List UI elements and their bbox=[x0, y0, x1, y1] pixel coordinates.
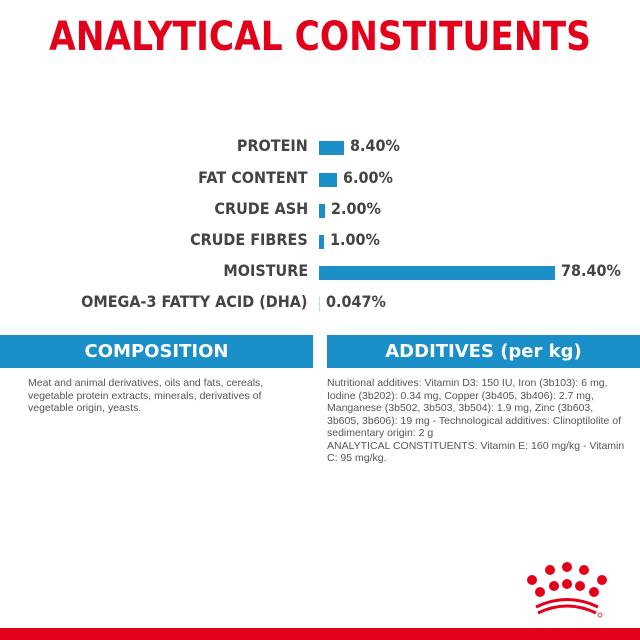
category-label: FAT CONTENT bbox=[198, 168, 308, 187]
bottom-brand-bar bbox=[0, 628, 640, 640]
bar bbox=[319, 297, 320, 311]
value-label: 0.047% bbox=[326, 292, 386, 311]
bar bbox=[319, 173, 338, 187]
bar bbox=[319, 141, 345, 155]
bar bbox=[319, 266, 555, 280]
chart-row: FAT CONTENT 6.00% bbox=[0, 168, 640, 192]
category-label: PROTEIN bbox=[237, 136, 308, 155]
composition-text: Meat and animal derivatives, oils and fa… bbox=[28, 377, 264, 414]
value-label: 2.00% bbox=[331, 199, 381, 218]
chart-row: OMEGA-3 FATTY ACID (DHA) 0.047% bbox=[0, 292, 640, 316]
page-title: ANALYTICAL CONSTITUENTS bbox=[49, 14, 591, 60]
value-label: 6.00% bbox=[343, 168, 394, 187]
value-label: 78.40% bbox=[560, 261, 621, 280]
category-label: MOISTURE bbox=[223, 261, 308, 280]
value-label: 1.00% bbox=[330, 230, 380, 249]
royal-crown-logo bbox=[527, 562, 607, 618]
composition-header: COMPOSITION bbox=[0, 335, 313, 368]
additives-text: Nutritional additives: Vitamin D3: 150 I… bbox=[327, 377, 627, 465]
chart-row: MOISTURE 78.40% bbox=[0, 261, 640, 285]
value-label: 8.40% bbox=[350, 136, 401, 155]
additives-header: ADDITIVES (per kg) bbox=[327, 335, 640, 368]
bar bbox=[319, 204, 326, 218]
category-label: CRUDE ASH bbox=[214, 199, 308, 218]
chart-row: CRUDE FIBRES 1.00% bbox=[0, 230, 640, 254]
additives-analytical: ANALYTICAL CONSTITUENTS: Vitamin E: 160 … bbox=[327, 439, 625, 465]
chart-row: CRUDE ASH 2.00% bbox=[0, 199, 640, 223]
chart-row: PROTEIN 8.40% bbox=[0, 136, 640, 160]
bar bbox=[319, 235, 324, 249]
category-label: CRUDE FIBRES bbox=[190, 230, 308, 249]
category-label: OMEGA-3 FATTY ACID (DHA) bbox=[81, 292, 308, 311]
additives-nutritional: Nutritional additives: Vitamin D3: 150 I… bbox=[327, 377, 621, 439]
